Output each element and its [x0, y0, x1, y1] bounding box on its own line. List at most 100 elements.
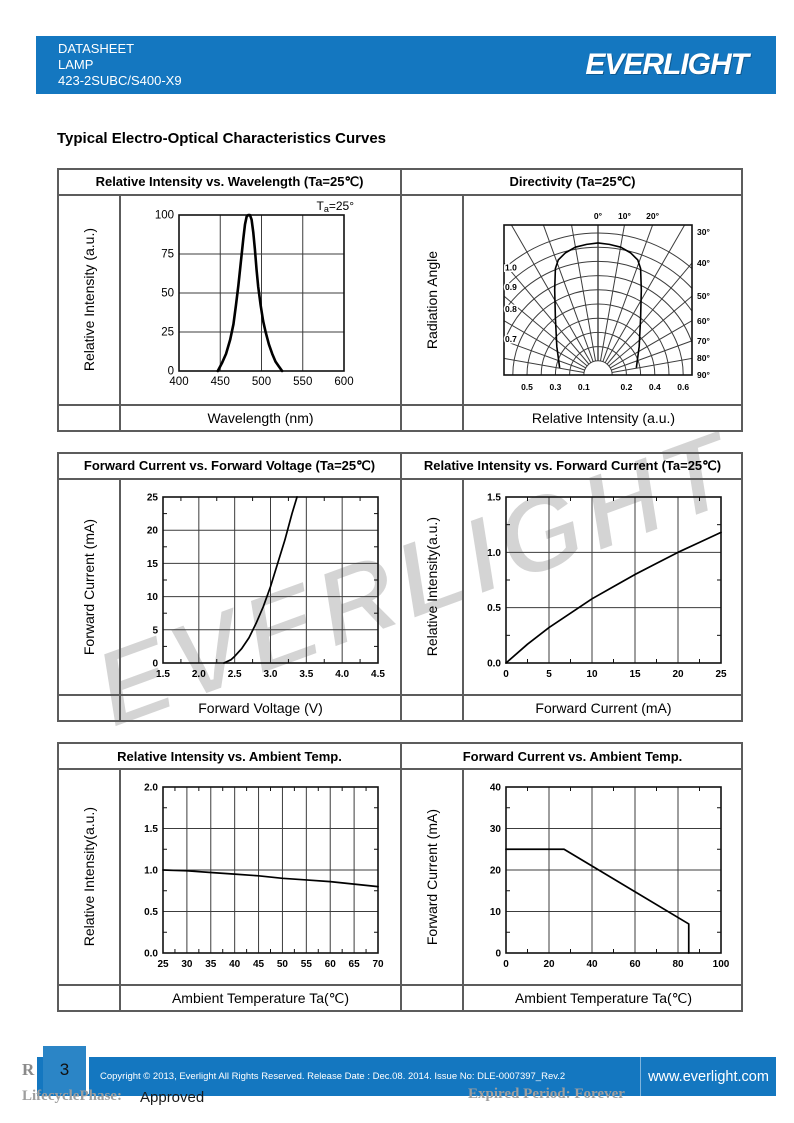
svg-text:5: 5: [546, 669, 552, 680]
chart-title: Directivity (Ta=25℃): [402, 170, 743, 196]
relative-intensity-temp-chart: 25 30 35 40 45 50 55 60 65 70 0.0 0.5 1.0 1.5 2.0: [144, 783, 384, 971]
svg-text:25: 25: [161, 327, 174, 339]
svg-text:0.6: 0.6: [677, 382, 689, 392]
svg-text:20°: 20°: [646, 211, 659, 221]
svg-text:90°: 90°: [697, 370, 710, 380]
chart-table-row3: Relative Intensity vs. Ambient Temp. Rel…: [57, 742, 743, 1012]
svg-text:0: 0: [503, 669, 509, 680]
svg-text:1.0: 1.0: [505, 262, 517, 272]
y-axis-label: Relative Intensity(a.u.): [424, 517, 440, 657]
x-axis-label: Forward Current (mA): [535, 700, 672, 716]
svg-text:70: 70: [372, 959, 384, 970]
part-number: 423-2SUBC/S400-X9: [58, 73, 182, 88]
x-axis-label: Forward Voltage (V): [198, 700, 323, 716]
svg-text:40: 40: [586, 959, 598, 970]
svg-text:0.0: 0.0: [144, 949, 158, 960]
x-axis-label: Wavelength (nm): [207, 410, 314, 426]
chart-table-row2: Forward Current vs. Forward Voltage (Ta=…: [57, 452, 743, 722]
svg-text:30: 30: [181, 959, 193, 970]
chart-table-row1: Relative Intensity vs. Wavelength (Ta=25…: [57, 168, 743, 432]
x-axis-label: Ambient Temperature Ta(℃): [171, 989, 350, 1006]
y-axis-label-cell: Forward Current (mA): [402, 770, 464, 984]
directivity-polar-chart: 0° 10° 20° 30° 40° 50° 60° 70° 80° 90° 1.0 0.9 0.8 0.…: [503, 211, 710, 392]
svg-text:600: 600: [334, 376, 353, 388]
chart-title: Relative Intensity vs. Wavelength (Ta=25…: [59, 170, 400, 196]
svg-text:0.5: 0.5: [487, 603, 501, 614]
svg-text:1.5: 1.5: [487, 493, 501, 504]
panel-intensity-current: Relative Intensity vs. Forward Current (…: [400, 454, 743, 720]
svg-text:3.0: 3.0: [264, 669, 278, 680]
svg-text:40: 40: [490, 783, 502, 794]
expired-period-text: Expired Period: Forever: [468, 1086, 625, 1102]
svg-text:0°: 0°: [594, 211, 603, 221]
svg-text:1.0: 1.0: [144, 866, 158, 877]
website-link[interactable]: www.everlight.com: [640, 1057, 776, 1096]
svg-text:100: 100: [155, 210, 174, 222]
header-text-block: DATASHEET LAMP 423-2SUBC/S400-X9: [58, 41, 182, 89]
svg-text:4.0: 4.0: [335, 669, 349, 680]
svg-text:550: 550: [293, 376, 312, 388]
y-axis-label-cell: Radiation Angle: [402, 196, 464, 404]
y-axis-label: Relative Intensity (a.u.): [81, 228, 97, 372]
panel-spectrum: Relative Intensity vs. Wavelength (Ta=25…: [59, 170, 400, 430]
svg-text:60: 60: [629, 959, 641, 970]
svg-text:65: 65: [349, 959, 361, 970]
svg-text:10°: 10°: [618, 211, 631, 221]
y-axis-label: Radiation Angle: [424, 250, 440, 350]
svg-text:10: 10: [586, 669, 598, 680]
svg-text:80: 80: [672, 959, 684, 970]
chart-title: Forward Current vs. Forward Voltage (Ta=…: [59, 454, 400, 480]
svg-text:20: 20: [490, 866, 502, 877]
svg-text:20: 20: [147, 526, 159, 537]
x-axis-label: Ambient Temperature Ta(℃): [514, 989, 693, 1006]
svg-text:0.5: 0.5: [521, 382, 533, 392]
header-bar: DATASHEET LAMP 423-2SUBC/S400-X9 EVERLIG…: [36, 36, 776, 94]
corner-cell: [59, 696, 121, 720]
svg-text:1.5: 1.5: [144, 824, 158, 835]
svg-text:75: 75: [161, 249, 174, 261]
chart-title: Relative Intensity vs. Ambient Temp.: [59, 744, 400, 770]
svg-text:30: 30: [490, 824, 502, 835]
svg-text:5: 5: [152, 625, 158, 636]
svg-text:0.2: 0.2: [620, 382, 632, 392]
lifecycle-phase-value: Approved: [140, 1089, 205, 1106]
svg-text:70°: 70°: [697, 336, 710, 346]
page-number: 3: [43, 1046, 89, 1094]
y-axis-label-cell: Relative Intensity(a.u.): [402, 480, 464, 694]
panel-directivity: Directivity (Ta=25℃) Radiation Angle 0° 1…: [400, 170, 743, 430]
svg-text:400: 400: [169, 376, 188, 388]
svg-text:40: 40: [229, 959, 241, 970]
doc-type: DATASHEET: [58, 41, 135, 56]
svg-text:0: 0: [152, 659, 158, 670]
svg-text:0.9: 0.9: [505, 282, 517, 292]
corner-cell: [402, 696, 464, 720]
svg-text:1.0: 1.0: [487, 548, 501, 559]
svg-text:60: 60: [325, 959, 337, 970]
svg-text:0.7: 0.7: [505, 334, 517, 344]
svg-text:45: 45: [253, 959, 265, 970]
y-axis-label-cell: Relative Intensity (a.u.): [59, 196, 121, 404]
svg-text:10: 10: [490, 907, 502, 918]
svg-text:15: 15: [629, 669, 641, 680]
y-axis-label: Forward Current (mA): [424, 808, 440, 946]
corner-cell: [402, 406, 464, 430]
svg-text:0.5: 0.5: [144, 907, 158, 918]
svg-text:35: 35: [205, 959, 217, 970]
svg-text:60°: 60°: [697, 316, 710, 326]
y-axis-label: Forward Current (mA): [81, 518, 97, 656]
footer-background-letter: R: [22, 1060, 35, 1079]
svg-text:0.3: 0.3: [549, 382, 561, 392]
svg-text:450: 450: [211, 376, 230, 388]
svg-text:50°: 50°: [697, 291, 710, 301]
svg-text:2.0: 2.0: [144, 783, 158, 794]
svg-text:30°: 30°: [697, 227, 710, 237]
svg-text:1.5: 1.5: [156, 669, 170, 680]
svg-text:0: 0: [503, 959, 509, 970]
svg-text:2.0: 2.0: [192, 669, 206, 680]
svg-text:55: 55: [301, 959, 313, 970]
svg-text:25: 25: [147, 493, 159, 504]
svg-text:25: 25: [157, 959, 169, 970]
relative-intensity-current-chart: 0 5 10 15 20 25 0.0 0.5 1.0 1.5: [487, 493, 727, 681]
lifecycle-phase-label: LifecyclePhase:: [22, 1088, 122, 1104]
